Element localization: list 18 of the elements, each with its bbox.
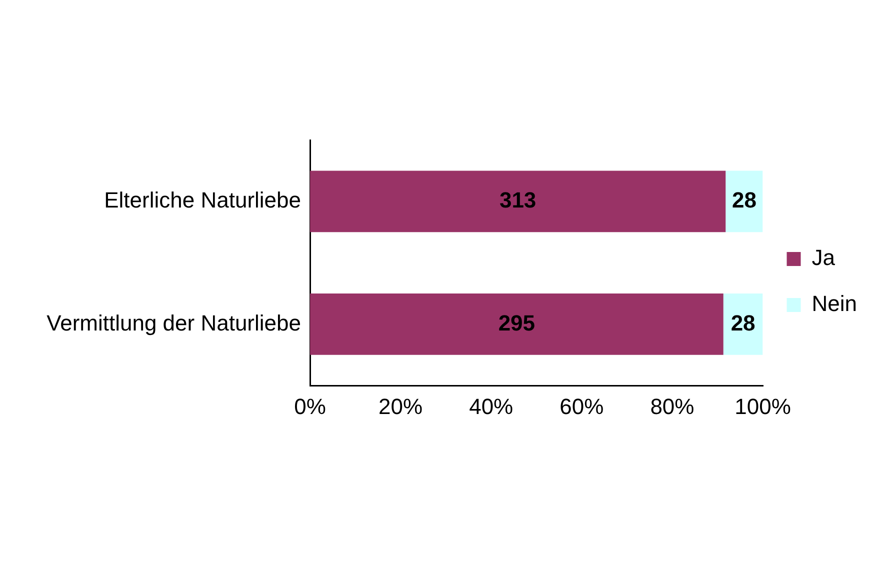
x-tick-label: 0% bbox=[294, 394, 326, 419]
annotation: 313 bbox=[499, 187, 536, 212]
annotation: 28 bbox=[730, 310, 756, 336]
annotation: 295 bbox=[498, 310, 536, 336]
x-tick-label: 60% bbox=[560, 394, 604, 419]
y-tick-label: Elterliche Naturliebe bbox=[104, 187, 301, 212]
annotation: 28 bbox=[732, 187, 756, 212]
legend-label: Ja bbox=[812, 245, 836, 270]
x-tick-label: 20% bbox=[378, 394, 423, 419]
bar bbox=[723, 294, 763, 355]
x-tick-label: 100% bbox=[734, 394, 791, 419]
bar bbox=[310, 170, 726, 232]
x-tick-label: 40% bbox=[469, 394, 514, 419]
y-tick-label: Vermittlung der Naturliebe bbox=[46, 310, 301, 336]
x-tick-label: 80% bbox=[650, 394, 694, 419]
bar bbox=[726, 170, 763, 232]
legend-label: Nein bbox=[812, 291, 858, 316]
bar bbox=[310, 294, 724, 355]
